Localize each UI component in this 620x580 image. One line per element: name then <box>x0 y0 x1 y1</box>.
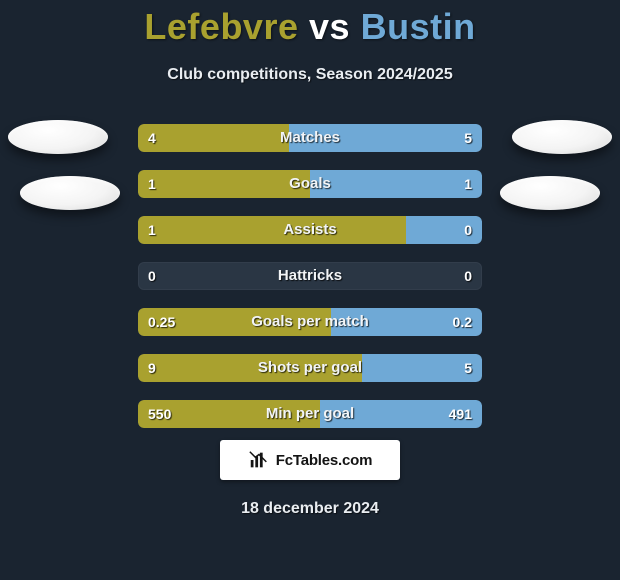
stat-fill-left <box>138 400 320 428</box>
player1-name: Lefebvre <box>144 6 298 47</box>
stat-value-left: 0 <box>148 262 156 290</box>
bar-chart-icon <box>248 449 270 471</box>
brand-label: FcTables.com <box>276 452 373 469</box>
comparison-card: Lefebvre vs Bustin Club competitions, Se… <box>0 0 620 580</box>
footer-date: 18 december 2024 <box>0 500 620 518</box>
stat-label: Hattricks <box>138 262 482 290</box>
stat-fill-left <box>138 354 362 382</box>
stat-row: 0.250.2Goals per match <box>138 308 482 336</box>
page-title: Lefebvre vs Bustin <box>0 6 620 48</box>
stat-row: 10Assists <box>138 216 482 244</box>
stat-fill-right <box>289 124 482 152</box>
stat-fill-right <box>406 216 482 244</box>
brand-badge[interactable]: FcTables.com <box>220 440 400 480</box>
player2-jersey-icon <box>512 120 612 154</box>
player2-jersey-icon <box>500 176 600 210</box>
stat-row: 11Goals <box>138 170 482 198</box>
stat-fill-right <box>362 354 482 382</box>
player1-jersey-icon <box>8 120 108 154</box>
stat-fill-right <box>310 170 482 198</box>
stat-row: 550491Min per goal <box>138 400 482 428</box>
vs-label: vs <box>309 6 350 47</box>
player2-name: Bustin <box>361 6 476 47</box>
stat-fill-left <box>138 170 310 198</box>
stat-row: 45Matches <box>138 124 482 152</box>
stat-fill-right <box>320 400 482 428</box>
stat-row: 0 0Hattricks <box>138 262 482 290</box>
stat-fill-left <box>138 216 406 244</box>
stat-rows: 45Matches 11Goals 10Assists 0 0Hattricks 0.25… <box>138 124 482 446</box>
subtitle: Club competitions, Season 2024/2025 <box>0 66 620 84</box>
stat-fill-left <box>138 124 289 152</box>
player1-jersey-icon <box>20 176 120 210</box>
stat-fill-right <box>331 308 482 336</box>
stat-value-right: 0 <box>464 262 472 290</box>
stat-row: 95Shots per goal <box>138 354 482 382</box>
stat-fill-left <box>138 308 331 336</box>
